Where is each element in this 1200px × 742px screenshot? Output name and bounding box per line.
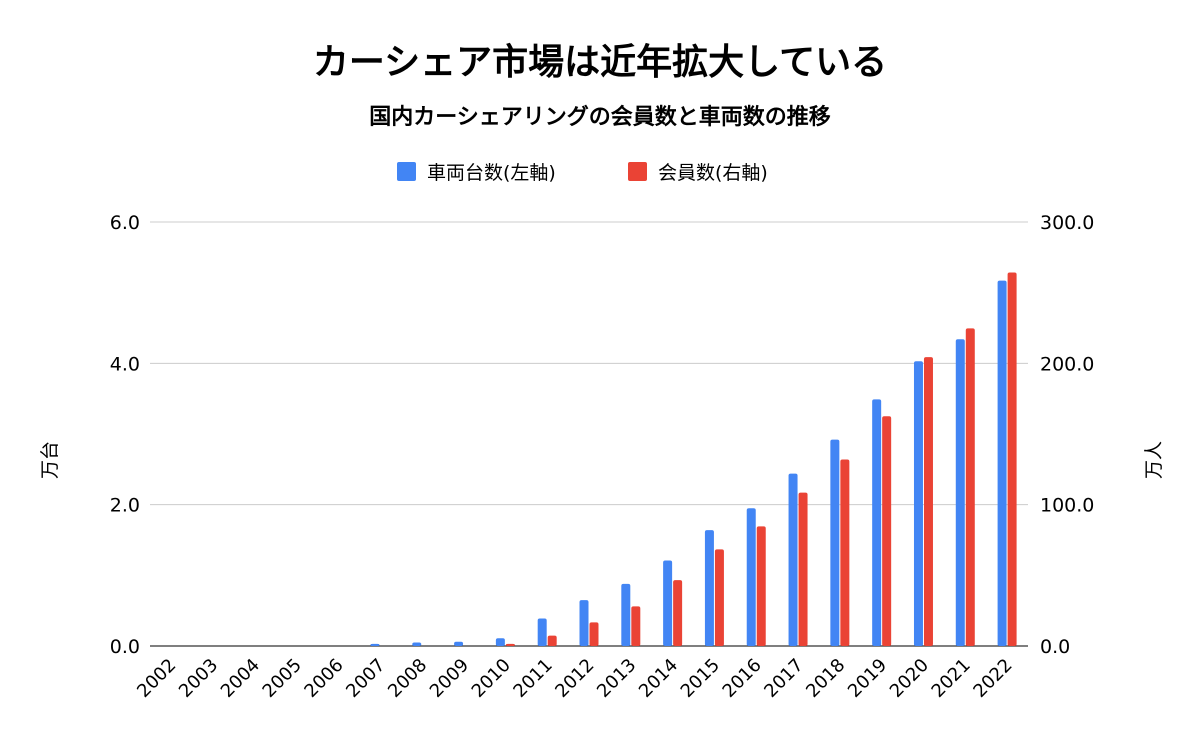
x-tick-label: 2015: [677, 655, 724, 702]
y-axis-left-label: 万台: [39, 441, 61, 479]
legend-label-members: 会員数(右軸): [658, 162, 768, 184]
x-tick-label: 2016: [719, 655, 766, 702]
bar-members: [798, 492, 808, 646]
y-axis-right-label: 万人: [1143, 441, 1165, 479]
x-tick-label: 2005: [259, 655, 306, 702]
x-tick-label: 2013: [593, 655, 640, 702]
x-tick-label: 2021: [928, 655, 975, 702]
bar-vehicles: [746, 508, 756, 646]
bar-members: [1007, 272, 1017, 646]
x-axis: 2002200320042005200620072008200920102011…: [133, 655, 1016, 702]
bar-members: [547, 635, 557, 646]
x-tick-label: 2014: [635, 655, 682, 702]
x-tick-label: 2020: [886, 655, 933, 702]
bar-vehicles: [788, 473, 798, 646]
bar-members: [923, 357, 933, 646]
y-left-tick-label: 6.0: [110, 212, 140, 234]
x-tick-label: 2004: [217, 655, 264, 702]
x-tick-label: 2008: [384, 655, 431, 702]
bar-members: [589, 622, 599, 646]
bar-vehicles: [997, 280, 1007, 646]
chart-subtitle: 国内カーシェアリングの会員数と車両数の推移: [369, 104, 831, 130]
x-tick-label: 2012: [551, 655, 598, 702]
y-axis-right: 0.0 100.0 200.0 300.0: [1040, 212, 1094, 658]
x-tick-label: 2018: [802, 655, 849, 702]
chart-title: カーシェア市場は近年拡大している: [313, 42, 887, 83]
x-tick-label: 2017: [760, 655, 807, 702]
bars: [370, 272, 1017, 646]
bar-members: [965, 328, 975, 646]
bar-vehicles: [872, 399, 882, 646]
bar-vehicles: [579, 600, 589, 646]
bar-members: [756, 526, 766, 646]
gridlines: [150, 221, 1028, 647]
bar-vehicles: [955, 339, 965, 646]
legend-swatch-members: [628, 162, 647, 181]
y-right-tick-label: 0.0: [1040, 636, 1070, 658]
legend-label-vehicles: 車両台数(左軸): [427, 162, 556, 184]
y-left-tick-label: 4.0: [110, 353, 140, 375]
bar-vehicles: [454, 641, 464, 646]
bar-members: [673, 580, 683, 646]
y-right-tick-label: 200.0: [1040, 353, 1094, 375]
bar-vehicles: [537, 618, 547, 646]
bar-vehicles: [412, 642, 422, 646]
y-right-tick-label: 300.0: [1040, 212, 1094, 234]
bar-vehicles: [704, 530, 714, 646]
legend-swatch-vehicles: [397, 162, 416, 181]
x-tick-label: 2009: [426, 655, 473, 702]
bar-members: [840, 459, 850, 646]
y-right-tick-label: 100.0: [1040, 495, 1094, 517]
x-tick-label: 2022: [969, 655, 1016, 702]
bar-vehicles: [495, 638, 505, 646]
bar-vehicles: [663, 560, 673, 646]
x-tick-label: 2006: [300, 655, 347, 702]
bar-members: [882, 416, 892, 646]
x-tick-label: 2003: [175, 655, 222, 702]
bar-vehicles: [913, 361, 923, 646]
legend: 車両台数(左軸) 会員数(右軸): [397, 162, 768, 184]
x-tick-label: 2002: [133, 655, 180, 702]
bar-members: [714, 549, 724, 646]
bar-vehicles: [370, 643, 380, 646]
y-left-tick-label: 0.0: [110, 636, 140, 658]
x-tick-label: 2007: [342, 655, 389, 702]
x-tick-label: 2011: [509, 655, 556, 702]
bar-members: [631, 606, 641, 646]
x-tick-label: 2019: [844, 655, 891, 702]
bar-vehicles: [621, 583, 631, 646]
y-left-tick-label: 2.0: [110, 495, 140, 517]
bar-members: [505, 643, 515, 646]
x-tick-label: 2010: [468, 655, 515, 702]
bar-vehicles: [830, 439, 840, 646]
y-axis-left: 0.0 2.0 4.0 6.0: [110, 212, 140, 658]
